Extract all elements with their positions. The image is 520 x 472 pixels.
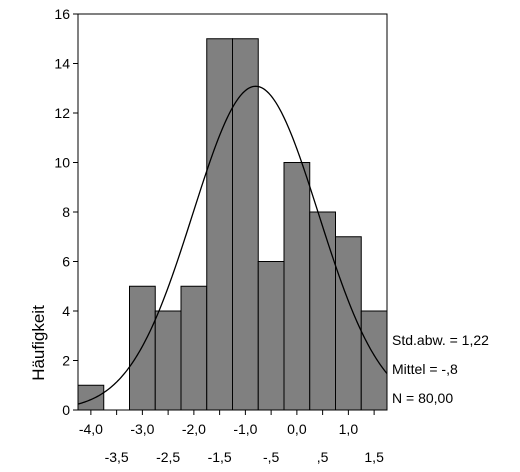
y-tick-label-8: 16 — [54, 6, 70, 22]
y-tick-label-7: 14 — [54, 56, 70, 72]
stat-mean: Mittel = -,8 — [392, 361, 458, 377]
y-tick-label-3: 6 — [62, 254, 70, 270]
x-tick-label-lower-5: 1,5 — [364, 449, 384, 465]
histogram-bar-8 — [283, 162, 311, 411]
histogram-bar-4 — [180, 285, 208, 411]
y-tick-label-6: 12 — [54, 105, 70, 121]
y-tick-label-4: 8 — [62, 204, 70, 220]
x-tick-label-lower-0: -3,5 — [105, 449, 129, 465]
y-axis-title: Häufigkeit — [29, 305, 48, 381]
y-axis: 0 2 4 6 8 10 12 14 16 — [54, 6, 78, 418]
histogram-bar-9 — [309, 211, 336, 411]
x-tick-label-upper-5: 1,0 — [339, 421, 359, 437]
x-tick-label-upper-2: -2,0 — [182, 421, 206, 437]
x-tick-label-upper-0: -4,0 — [79, 421, 103, 437]
normal-curve — [77, 85, 388, 405]
x-tick-label-upper-4: 0,0 — [287, 421, 307, 437]
curve-group — [77, 85, 388, 405]
x-tick-label-lower-3: -,5 — [263, 449, 280, 465]
stat-std-dev: Std.abw. = 1,22 — [392, 332, 489, 348]
y-tick-label-2: 4 — [62, 303, 70, 319]
histogram-bar-2 — [129, 285, 156, 411]
x-tick-label-upper-3: -1,0 — [233, 421, 257, 437]
y-tick-label-5: 10 — [54, 155, 70, 171]
x-tick-label-lower-2: -1,5 — [208, 449, 232, 465]
x-tick-label-lower-4: ,5 — [317, 449, 329, 465]
stat-n: N = 80,00 — [392, 390, 453, 406]
histogram-bar-10 — [335, 236, 362, 411]
x-axis: -4,0 -3,0 -2,0 -1,0 0,0 1,0 -3,5 -2,5 -1,5 -,5 ,5 1… — [79, 410, 384, 465]
histogram-bar-5 — [206, 38, 233, 411]
x-tick-label-upper-1: -3,0 — [130, 421, 154, 437]
x-tick-label-lower-1: -2,5 — [156, 449, 180, 465]
y-tick-label-0: 0 — [62, 402, 70, 418]
histogram-bar-6 — [232, 38, 259, 411]
bars-group — [77, 38, 388, 411]
histogram-bar-7 — [257, 261, 285, 411]
y-tick-label-1: 2 — [62, 353, 70, 369]
histogram-bar-0 — [77, 384, 105, 411]
histogram-bar-3 — [154, 310, 182, 411]
stats-box: Std.abw. = 1,22 Mittel = -,8 N = 80,00 — [392, 332, 489, 406]
histogram-bar-11 — [360, 310, 388, 411]
